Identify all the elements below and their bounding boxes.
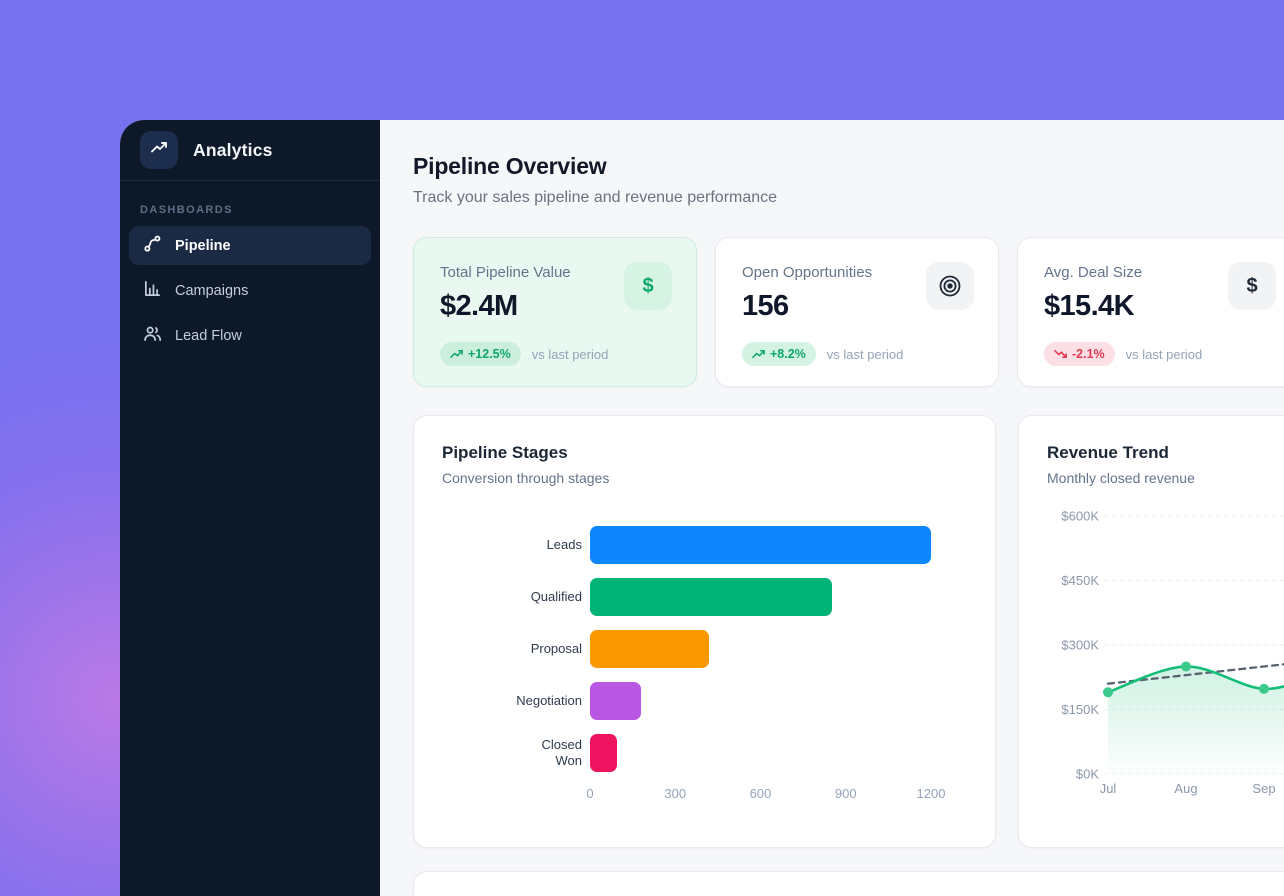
y-tick-label: $450K — [1061, 573, 1099, 588]
chart-title: Pipeline Stages — [442, 443, 568, 462]
bar-row: Negotiation — [442, 682, 967, 720]
bar — [590, 578, 832, 616]
y-tick-label: $300K — [1061, 638, 1099, 653]
trend-up-icon — [752, 349, 765, 359]
bar — [590, 734, 617, 772]
bar-track — [590, 630, 931, 668]
bottom-card — [413, 871, 1284, 896]
app-logo — [140, 131, 178, 169]
kpi-meta: -2.1% vs last period — [1044, 342, 1274, 366]
kpi-label: Avg. Deal Size — [1044, 264, 1143, 281]
sidebar-item-campaigns[interactable]: Campaigns — [129, 271, 371, 310]
x-tick-label: 300 — [664, 786, 687, 801]
kpi-card-open-opportunities[interactable]: Open Opportunities 156 +8.2% vs last per… — [715, 237, 999, 387]
trend-up-icon — [450, 349, 463, 359]
pipeline-stages-card: Pipeline Stages Conversion through stage… — [413, 415, 996, 848]
compare-label: vs last period — [1125, 346, 1203, 362]
bar — [590, 526, 931, 564]
bar-row: Proposal — [442, 630, 967, 668]
revenue-trend-card: Revenue Trend Monthly closed revenue $0K… — [1018, 415, 1284, 848]
trending-up-icon — [149, 138, 169, 163]
chart-subtitle: Monthly closed revenue — [1047, 470, 1195, 486]
revenue-trend-chart: $0K $150K $300K $450K $600K Jul Aug Sep — [1047, 500, 1284, 809]
dollar-icon: $ — [624, 262, 672, 310]
x-tick-label: Aug — [1174, 781, 1197, 796]
bar — [590, 630, 710, 668]
x-tick-label: 900 — [834, 786, 857, 801]
pipeline-stages-chart: Leads Qualified Proposal Negotiation Closed … — [442, 526, 967, 804]
sidebar-item-label: Pipeline — [175, 237, 231, 254]
data-point-dot — [1103, 687, 1113, 698]
campaigns-icon — [143, 279, 162, 302]
main-content: Pipeline Overview Track your sales pipel… — [380, 120, 1284, 896]
sidebar-nav: Pipeline Campaigns — [120, 226, 380, 361]
y-tick-label: $600K — [1061, 509, 1099, 524]
users-icon — [143, 324, 162, 347]
sidebar-section-label: DASHBOARDS — [140, 204, 233, 216]
page-subtitle: Track your sales pipeline and revenue pe… — [413, 189, 778, 206]
revenue-line — [1106, 665, 1284, 694]
data-point-dot — [1259, 683, 1269, 694]
bar-category-label: Negotiation — [516, 693, 582, 709]
change-badge: +12.5% — [440, 342, 521, 366]
kpi-value: $2.4M — [440, 290, 518, 322]
sidebar-item-label: Lead Flow — [175, 327, 242, 344]
sidebar-item-pipeline[interactable]: Pipeline — [129, 226, 371, 265]
kpi-label: Open Opportunities — [742, 264, 873, 281]
bar-track — [590, 526, 931, 564]
kpi-value: $15.4K — [1044, 290, 1135, 322]
dollar-icon: $ — [1228, 262, 1276, 310]
x-tick-label: 600 — [749, 786, 772, 801]
bar-track — [590, 578, 931, 616]
bar-category-label: Qualified — [530, 589, 582, 605]
bar-row: Closed Won — [442, 734, 967, 772]
app-window: Analytics DASHBOARDS Pipeline — [120, 120, 1284, 896]
kpi-value: 156 — [742, 290, 789, 322]
bar-category-label: Closed Won — [541, 737, 582, 768]
bar-track — [590, 682, 931, 720]
x-tick-label: 0 — [586, 786, 594, 801]
x-tick-label: 1200 — [916, 786, 946, 801]
sidebar: Analytics DASHBOARDS Pipeline — [120, 120, 380, 896]
bar-row: Leads — [442, 526, 967, 564]
change-badge: +8.2% — [742, 342, 816, 366]
data-point-dot — [1181, 661, 1191, 672]
sidebar-item-lead-flow[interactable]: Lead Flow — [129, 316, 371, 355]
kpi-label: Total Pipeline Value — [440, 264, 571, 281]
trend-down-icon — [1054, 349, 1067, 359]
compare-label: vs last period — [826, 346, 904, 362]
chart-title: Revenue Trend — [1047, 443, 1169, 462]
bar-row: Qualified — [442, 578, 967, 616]
kpi-card-total-pipeline-value[interactable]: Total Pipeline Value $2.4M +12.5% vs las… — [413, 237, 697, 387]
pipeline-icon — [143, 234, 162, 257]
kpi-card-avg-deal-size[interactable]: Avg. Deal Size $15.4K -2.1% vs last peri… — [1017, 237, 1284, 387]
page-title: Pipeline Overview — [413, 153, 607, 179]
x-tick-label: Sep — [1252, 781, 1275, 796]
kpi-meta: +12.5% vs last period — [440, 342, 670, 366]
area-fill — [1108, 666, 1284, 774]
bar — [590, 682, 642, 720]
app-name: Analytics — [193, 139, 273, 160]
x-tick-label: Jul — [1100, 781, 1117, 796]
chart-subtitle: Conversion through stages — [442, 470, 610, 486]
kpi-row: Total Pipeline Value $2.4M +12.5% vs las… — [413, 237, 1284, 387]
y-tick-label: $0K — [1076, 767, 1099, 782]
bar-category-label: Leads — [546, 537, 582, 553]
sidebar-item-label: Campaigns — [175, 282, 249, 299]
sidebar-header: Analytics — [120, 120, 380, 181]
target-line — [1106, 663, 1284, 685]
target-icon — [926, 262, 974, 310]
charts-row: Pipeline Stages Conversion through stage… — [413, 415, 1284, 848]
y-tick-label: $150K — [1061, 702, 1099, 717]
x-axis: 0 300 600 900 1200 — [586, 786, 945, 804]
compare-label: vs last period — [531, 346, 609, 362]
change-badge: -2.1% — [1044, 342, 1115, 366]
bar-track — [590, 734, 931, 772]
kpi-meta: +8.2% vs last period — [742, 342, 972, 366]
line-chart-svg: $0K $150K $300K $450K $600K Jul Aug Sep — [1061, 509, 1284, 796]
bar-category-label: Proposal — [530, 641, 582, 657]
